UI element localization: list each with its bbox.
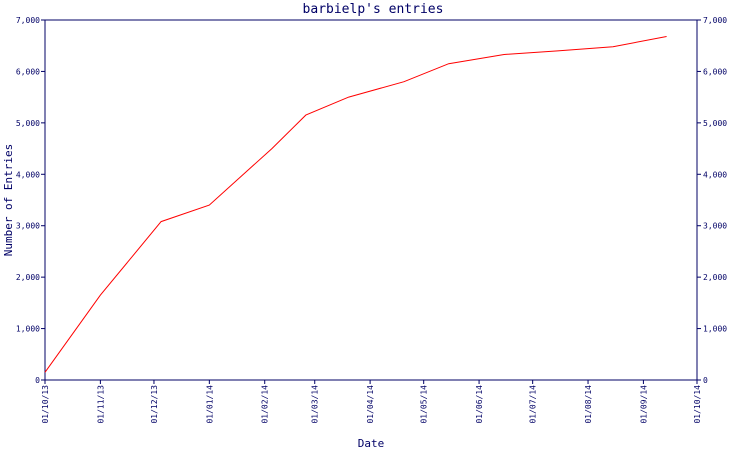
y-tick-label-left: 0 (35, 376, 40, 385)
y-tick-label-right: 1,000 (703, 325, 727, 334)
y-axis-label: Number of Entries (2, 144, 15, 257)
x-tick-label: 01/03/14 (311, 385, 320, 424)
x-tick-label: 01/12/13 (150, 385, 159, 424)
y-tick-label-right: 5,000 (703, 119, 727, 128)
y-axis-right: 0 1,000 2,000 3,000 4,000 5,000 6,000 7,000 (697, 16, 727, 385)
plot-frame (44, 19, 698, 381)
series-layer (44, 36, 667, 373)
y-tick-label-right: 2,000 (703, 273, 727, 282)
y-tick-label-left: 6,000 (16, 67, 40, 76)
y-axis-left: 0 1,000 2,000 3,000 4,000 5,000 6,000 7,000 (16, 16, 45, 385)
x-tick-label: 01/06/14 (475, 385, 484, 424)
y-tick-label-left: 4,000 (16, 170, 40, 179)
y-tick-label-right: 0 (703, 376, 708, 385)
x-tick-label: 01/05/14 (420, 385, 429, 424)
x-tick-label: 01/11/13 (96, 385, 105, 424)
y-tick-label-left: 7,000 (16, 16, 40, 25)
x-tick-label: 01/01/14 (205, 385, 214, 424)
y-tick-label-right: 6,000 (703, 67, 727, 76)
y-tick-label-right: 7,000 (703, 16, 727, 25)
x-tick-label: 01/08/14 (584, 385, 593, 424)
y-tick-label-left: 3,000 (16, 222, 40, 231)
x-tick-label: 01/07/14 (529, 385, 538, 424)
x-tick-label: 01/10/13 (41, 385, 50, 424)
x-axis-label: Date (358, 437, 385, 450)
y-tick-label-left: 5,000 (16, 119, 40, 128)
x-axis: 01/10/13 01/11/13 01/12/13 01/01/14 01/02/14… (41, 380, 702, 424)
x-tick-label: 01/02/14 (261, 385, 270, 424)
chart-title: barbielp's entries (303, 2, 444, 17)
series-line (44, 36, 667, 373)
x-tick-label: 01/10/14 (693, 385, 702, 424)
y-tick-label-right: 4,000 (703, 170, 727, 179)
y-tick-label-left: 1,000 (16, 325, 40, 334)
y-tick-label-right: 3,000 (703, 222, 727, 231)
x-tick-label: 01/09/14 (639, 385, 648, 424)
y-tick-label-left: 2,000 (16, 273, 40, 282)
x-tick-label: 01/04/14 (366, 385, 375, 424)
